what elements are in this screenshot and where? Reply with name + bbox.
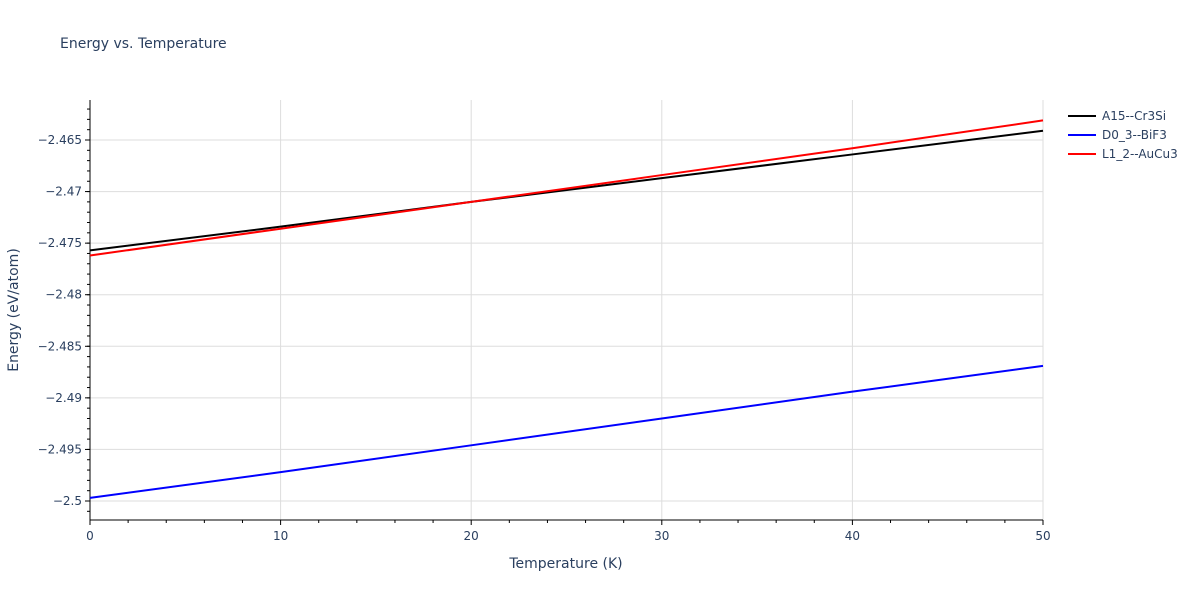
x-tick-label: 10 — [273, 529, 288, 543]
series-line — [89, 129, 1044, 252]
y-tick-label: −2.465 — [38, 133, 82, 147]
legend-label: D0_3--BiF3 — [1102, 127, 1167, 142]
legend-item[interactable]: D0_3--BiF3 — [1068, 125, 1178, 144]
legend-item[interactable]: A15--Cr3Si — [1068, 106, 1178, 125]
legend: A15--Cr3Si D0_3--BiF3 L1_2--AuCu3 — [1068, 106, 1178, 163]
x-tick-label: 20 — [464, 529, 479, 543]
legend-swatch-icon — [1068, 114, 1096, 117]
y-tick-label: −2.5 — [53, 494, 82, 508]
x-tick-label: 50 — [1035, 529, 1050, 543]
y-axis-label: Energy (eV/atom) — [6, 248, 22, 372]
y-tick-label: −2.49 — [45, 391, 82, 405]
series-lines — [89, 119, 1044, 499]
legend-label: L1_2--AuCu3 — [1102, 146, 1178, 161]
x-tick-label: 0 — [86, 529, 94, 543]
x-tick-label: 40 — [845, 529, 860, 543]
legend-item[interactable]: L1_2--AuCu3 — [1068, 144, 1178, 163]
gridlines — [90, 100, 1044, 520]
y-tick-label: −2.495 — [38, 442, 82, 456]
y-tick-label: −2.48 — [45, 288, 82, 302]
legend-swatch-icon — [1068, 152, 1096, 155]
series-line — [89, 119, 1044, 257]
legend-swatch-icon — [1068, 133, 1096, 136]
axes: 0 10 20 30 40 50 −2.5 −2.495 −2.49 −2.485 −2.48 −2.… — [38, 100, 1051, 543]
series-line — [89, 364, 1044, 499]
y-tick-label: −2.485 — [38, 339, 82, 353]
y-tick-label: −2.47 — [45, 185, 82, 199]
chart-title: Energy vs. Temperature — [60, 36, 227, 52]
legend-label: A15--Cr3Si — [1102, 108, 1167, 123]
y-tick-label: −2.475 — [38, 236, 82, 250]
x-tick-label: 30 — [654, 529, 669, 543]
x-axis-label: Temperature (K) — [508, 556, 622, 572]
